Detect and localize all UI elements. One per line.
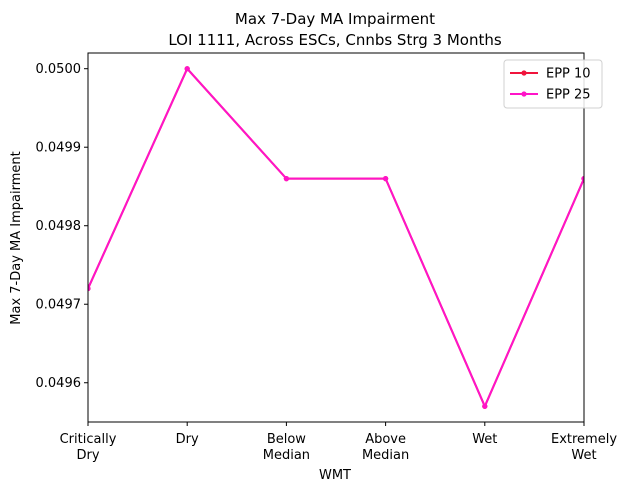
x-tick-label: Median: [362, 448, 409, 463]
series-group: [88, 66, 584, 409]
legend-swatch-marker: [521, 91, 527, 97]
series-line-2: [88, 67, 584, 408]
x-tick-label: Critically: [60, 432, 117, 447]
legend-swatch-marker: [521, 70, 527, 76]
x-tick-label: Median: [263, 448, 310, 463]
x-tick-label: Wet: [472, 432, 497, 447]
y-tick-label: 0.0500: [36, 62, 82, 77]
x-tick-label: Above: [365, 432, 406, 447]
x-axis-label: WMT: [319, 468, 351, 483]
legend-label: EPP 10: [546, 67, 591, 82]
series-line-1: [88, 67, 584, 408]
data-point-s2-2: [184, 66, 190, 72]
legend: EPP 10 EPP 25: [503, 59, 603, 109]
plot-frame: [87, 52, 585, 423]
x-tick-label: Extremely: [551, 432, 617, 447]
plot-area: [88, 66, 584, 409]
x-tick-label: Dry: [176, 432, 199, 447]
data-point-s2-3: [283, 176, 289, 182]
data-point-s2-5: [482, 403, 488, 409]
y-tick-label: 0.0499: [36, 141, 82, 156]
data-point-s2-1: [88, 285, 91, 292]
x-tick-label: Wet: [571, 448, 596, 463]
x-tick-label: Dry: [76, 448, 99, 463]
chart-title: Max 7-Day MA Impairment: [235, 10, 435, 28]
chart-subtitle: LOI 1111, Across ESCs, Cnnbs Strg 3 Mont…: [168, 31, 502, 49]
y-axis-label: Max 7-Day MA Impairment: [9, 151, 24, 324]
data-point-s2-4: [383, 176, 389, 182]
legend-label: EPP 25: [546, 88, 591, 103]
y-tick-label: 0.0498: [36, 219, 82, 234]
y-tick-label: 0.0497: [36, 298, 82, 313]
x-tick-label: Below: [267, 432, 306, 447]
data-point-s2-6: [581, 176, 584, 182]
y-tick-label: 0.0496: [36, 376, 82, 391]
axes: 0.0496 0.0497 0.0498 0.0499 0.0500 Critically…: [36, 52, 617, 463]
